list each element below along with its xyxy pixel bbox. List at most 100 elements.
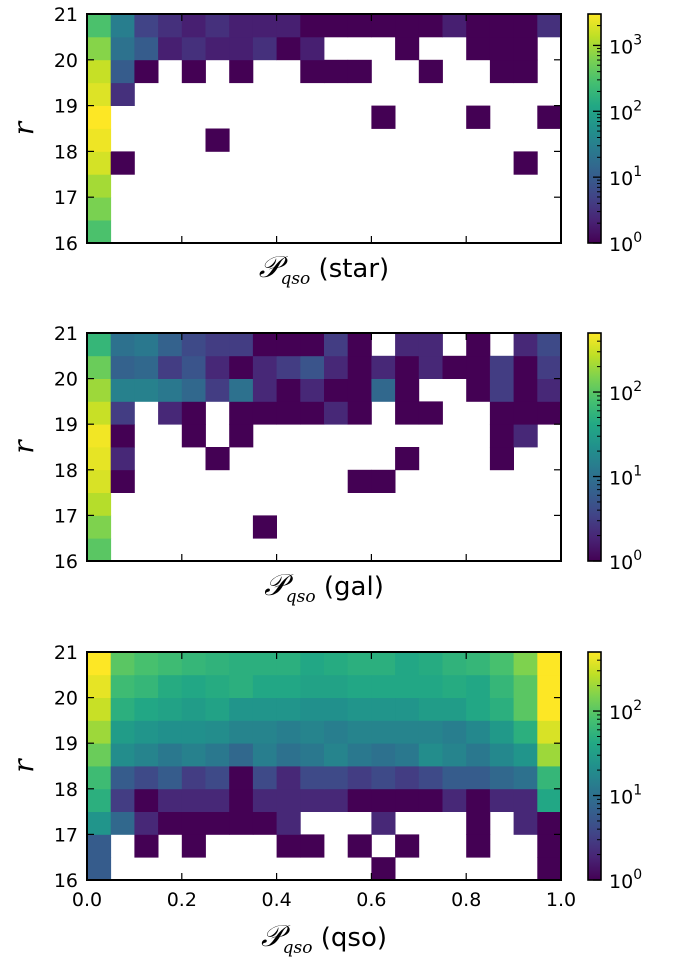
heatmap-cell <box>134 697 159 721</box>
y-tick-label: 20 <box>54 50 78 72</box>
colorbar-tick-label: 102 <box>609 98 642 124</box>
heatmap-cell <box>442 720 467 744</box>
heatmap-cell <box>395 697 420 721</box>
heatmap-cell <box>134 743 159 767</box>
heatmap-cell <box>252 697 277 721</box>
heatmap-cell <box>276 811 301 835</box>
heatmap-cell <box>466 333 491 357</box>
heatmap-cell <box>513 355 538 379</box>
heatmap-cell <box>205 333 230 357</box>
heatmap-cell <box>418 766 443 790</box>
heatmap-cell <box>110 36 135 61</box>
heatmap-cell <box>347 766 372 790</box>
heatmap-cell <box>371 355 396 379</box>
heatmap-cell <box>158 333 183 357</box>
heatmap-cell <box>537 834 562 858</box>
colorbar-tick-label: 101 <box>609 164 642 190</box>
heatmap-cell <box>466 811 491 835</box>
heatmap-cell <box>276 834 301 858</box>
heatmap-cell <box>110 447 135 471</box>
heatmap-cell <box>395 743 420 767</box>
colorbar-tick-label: 100 <box>609 867 642 893</box>
heatmap-cell <box>110 151 135 175</box>
x-axis-label: 𝒫qso (gal) <box>264 568 384 607</box>
heatmap-cell <box>324 697 349 721</box>
y-tick-label: 17 <box>54 187 78 209</box>
heatmap-cells <box>87 14 562 244</box>
heatmap-cell <box>371 766 396 790</box>
heatmap-cell <box>205 36 230 61</box>
x-tick-label: 1.0 <box>546 889 576 911</box>
heatmap-cell <box>537 105 562 129</box>
heatmap-cell <box>489 720 514 744</box>
heatmap-cell <box>276 355 301 379</box>
heatmap-cell <box>276 333 301 357</box>
heatmap-cell <box>442 743 467 767</box>
heatmap-cell <box>513 766 538 790</box>
y-axis-label: r <box>7 120 40 135</box>
heatmap-cells <box>87 652 562 881</box>
heatmap-cell <box>87 492 112 516</box>
heatmap-cell <box>371 105 396 129</box>
heatmap-cells <box>87 333 562 562</box>
heatmap-cell <box>513 378 538 402</box>
heatmap-cell <box>110 788 135 812</box>
heatmap-cell <box>324 743 349 767</box>
heatmap-cell <box>324 59 349 84</box>
heatmap-cell <box>181 788 206 812</box>
y-tick-label: 16 <box>54 233 78 255</box>
heatmap-cell <box>395 674 420 698</box>
heatmap-cell <box>205 355 230 379</box>
heatmap-cell <box>110 811 135 835</box>
heatmap-cell <box>87 59 112 84</box>
heatmap-cell <box>252 652 277 676</box>
heatmap-cell <box>300 378 325 402</box>
heatmap-cell <box>347 59 372 84</box>
heatmap-cell <box>489 766 514 790</box>
heatmap-cell <box>347 14 372 38</box>
heatmap-cell <box>181 766 206 790</box>
heatmap-cell <box>87 220 112 244</box>
heatmap-cell <box>371 378 396 402</box>
heatmap-cell <box>205 674 230 698</box>
heatmap-cell <box>181 36 206 61</box>
heatmap-cell <box>489 378 514 402</box>
heatmap-cell <box>158 720 183 744</box>
colorbar: 100 101 102 <box>587 651 642 893</box>
heatmap-cell <box>252 355 277 379</box>
heatmap-cell <box>87 766 112 790</box>
heatmap-cell <box>110 82 135 106</box>
heatmap-cell <box>181 720 206 744</box>
heatmap-cell <box>418 674 443 698</box>
colorbar-gradient <box>588 333 601 561</box>
heatmap-cell <box>229 424 254 448</box>
heatmap-cell <box>229 401 254 425</box>
heatmap-cell <box>489 355 514 379</box>
heatmap-cell <box>276 36 301 61</box>
y-tick-label: 18 <box>54 141 78 163</box>
heatmap-cell <box>300 697 325 721</box>
heatmap-cell <box>181 674 206 698</box>
heatmap-cell <box>347 743 372 767</box>
colorbar: 100 101 102 <box>587 332 642 574</box>
heatmap-cell <box>87 355 112 379</box>
x-tick-label: 0.4 <box>261 889 291 911</box>
heatmap-cell <box>371 674 396 698</box>
heatmap-cell <box>300 720 325 744</box>
heatmap-cell <box>442 355 467 379</box>
heatmap-cell <box>371 697 396 721</box>
heatmap-cell <box>537 401 562 425</box>
heatmap-cell <box>371 652 396 676</box>
heatmap-cell <box>110 766 135 790</box>
heatmap-cell <box>442 14 467 38</box>
heatmap-cell <box>252 401 277 425</box>
heatmap-cell <box>134 378 159 402</box>
heatmap-cell <box>513 401 538 425</box>
heatmap-cell <box>252 811 277 835</box>
heatmap-cell <box>513 59 538 84</box>
heatmap-cell <box>300 355 325 379</box>
heatmap-cell <box>466 14 491 38</box>
heatmap-cell <box>347 469 372 493</box>
heatmap-cell <box>181 378 206 402</box>
heatmap-cell <box>324 788 349 812</box>
